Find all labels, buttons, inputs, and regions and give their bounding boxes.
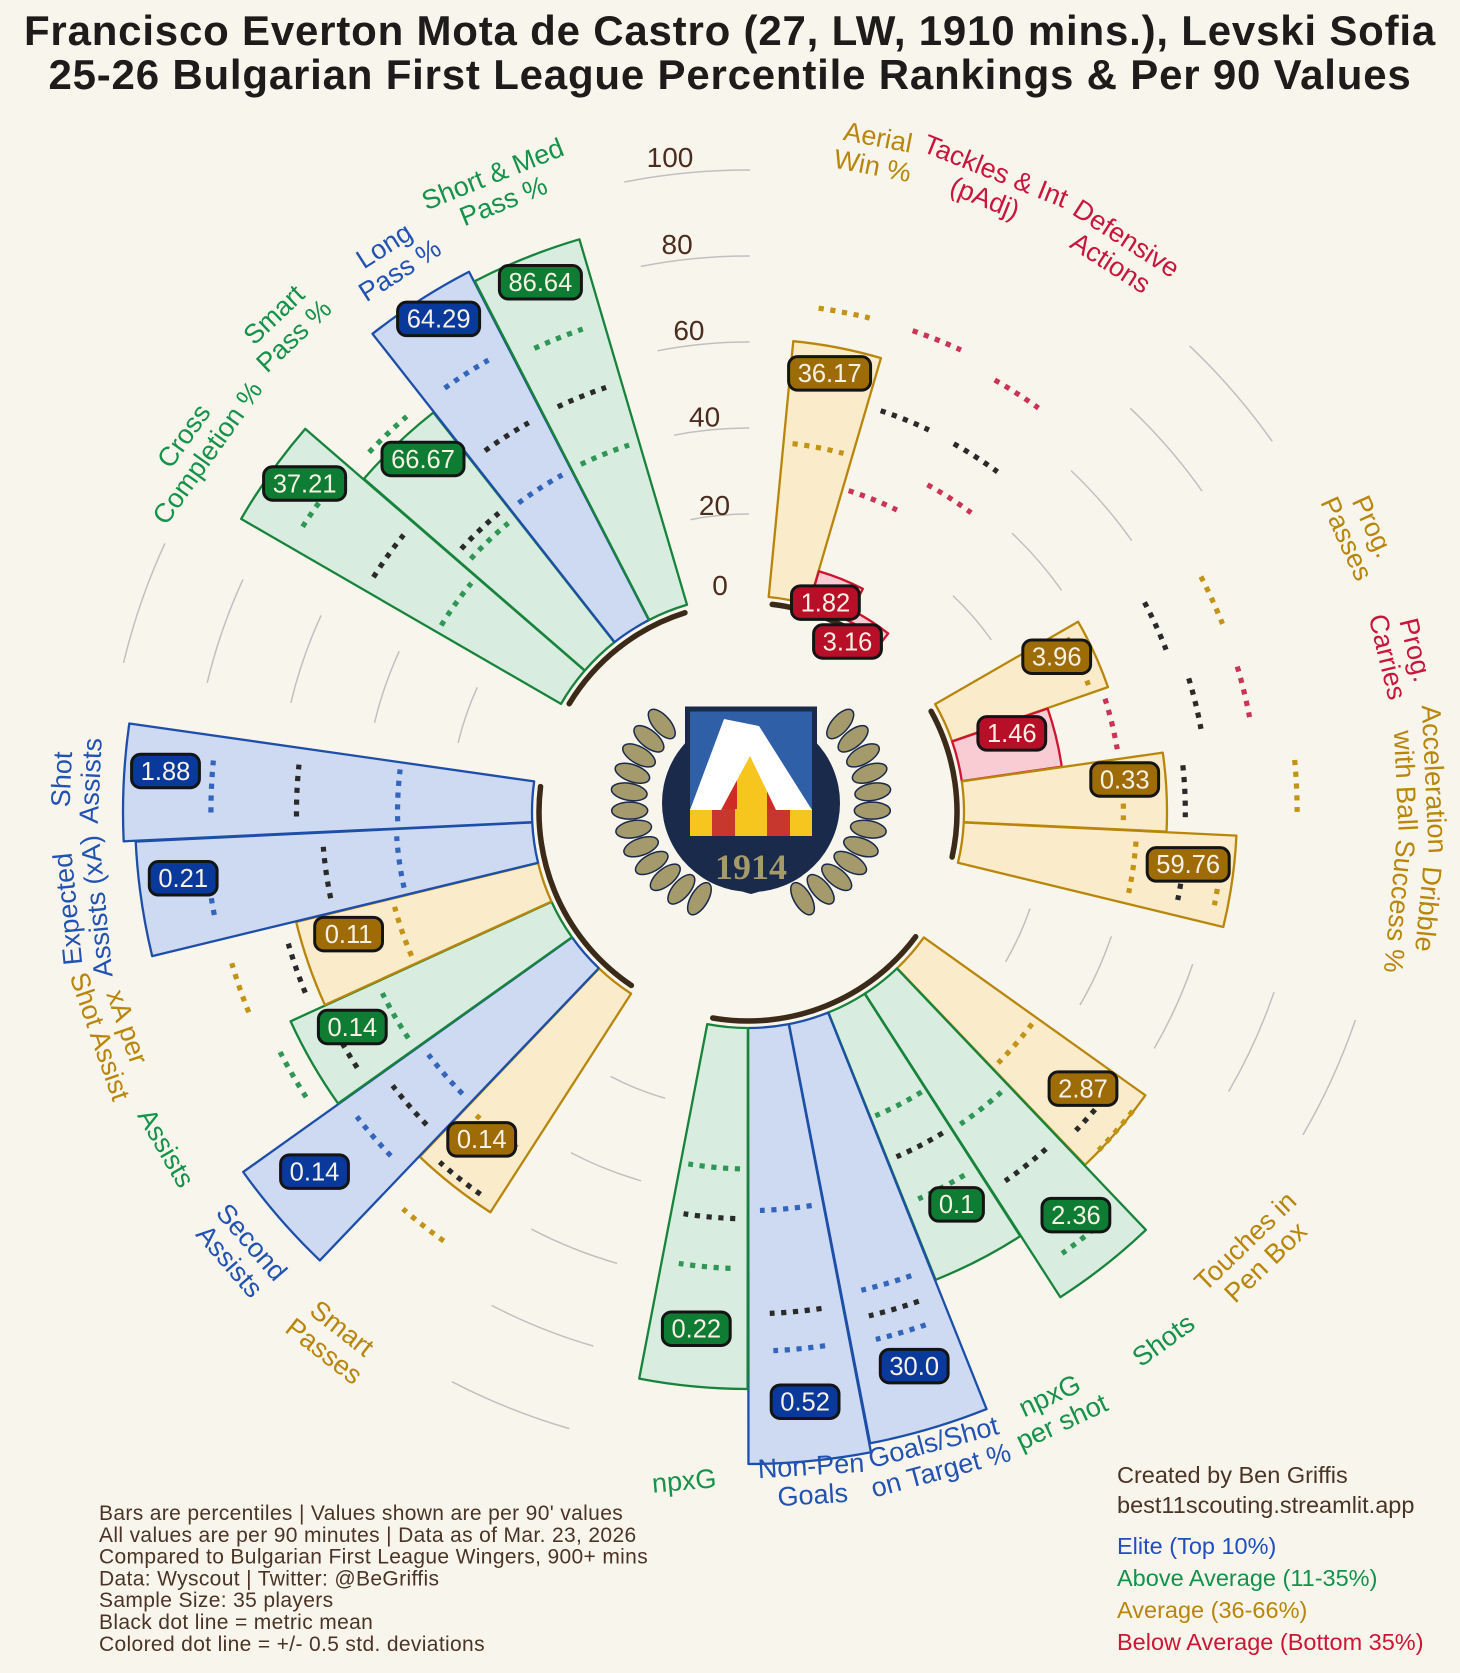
- svg-text:60: 60: [673, 315, 704, 346]
- svg-text:0.21: 0.21: [158, 865, 208, 893]
- svg-text:ShotAssists: ShotAssists: [45, 736, 108, 824]
- svg-text:1.46: 1.46: [987, 720, 1037, 748]
- svg-text:0.11: 0.11: [325, 921, 373, 949]
- svg-text:Average (36-66%): Average (36-66%): [1117, 1597, 1307, 1623]
- svg-text:0: 0: [712, 570, 728, 601]
- svg-text:66.67: 66.67: [391, 446, 455, 474]
- svg-text:86.64: 86.64: [508, 269, 572, 297]
- svg-text:Compared to Bulgarian First Le: Compared to Bulgarian First League Winge…: [99, 1546, 648, 1569]
- svg-text:30.0: 30.0: [889, 1353, 939, 1381]
- svg-text:Elite (Top 10%): Elite (Top 10%): [1117, 1533, 1276, 1559]
- svg-text:0.14: 0.14: [327, 1014, 377, 1042]
- svg-text:3.16: 3.16: [823, 628, 873, 656]
- svg-text:1914: 1914: [715, 847, 787, 887]
- svg-text:0.14: 0.14: [457, 1126, 507, 1154]
- svg-text:Colored dot line = +/- 0.5 std: Colored dot line = +/- 0.5 std. deviatio…: [99, 1633, 485, 1656]
- svg-text:Francisco Everton Mota de Cast: Francisco Everton Mota de Castro (27, LW…: [24, 7, 1436, 54]
- svg-text:DribbleSuccess %: DribbleSuccess %: [1378, 838, 1450, 977]
- svg-text:All values are per 90 minutes: All values are per 90 minutes | Data as …: [99, 1524, 637, 1547]
- svg-text:64.29: 64.29: [407, 306, 471, 334]
- svg-text:3.96: 3.96: [1032, 644, 1082, 672]
- svg-text:100: 100: [647, 142, 694, 173]
- svg-text:Below Average (Bottom 35%): Below Average (Bottom 35%): [1117, 1629, 1424, 1655]
- svg-text:2.36: 2.36: [1051, 1202, 1101, 1230]
- svg-text:0.14: 0.14: [290, 1158, 340, 1186]
- svg-text:59.76: 59.76: [1156, 851, 1220, 879]
- svg-text:0.1: 0.1: [939, 1191, 974, 1219]
- svg-text:2.87: 2.87: [1058, 1075, 1108, 1103]
- svg-text:best11scouting.streamlit.app: best11scouting.streamlit.app: [1117, 1492, 1414, 1518]
- svg-text:Accelerationwith Ball: Accelerationwith Ball: [1387, 704, 1453, 855]
- svg-text:25-26 Bulgarian First League P: 25-26 Bulgarian First League Percentile …: [48, 51, 1411, 98]
- svg-text:Black dot line = metric mean: Black dot line = metric mean: [99, 1611, 373, 1634]
- svg-text:20: 20: [699, 490, 730, 521]
- svg-text:Bars are percentiles | Values: Bars are percentiles | Values shown are …: [99, 1502, 623, 1525]
- svg-text:Data: Wyscout | Twitter: @BeGr: Data: Wyscout | Twitter: @BeGriffis: [99, 1567, 439, 1590]
- svg-text:npxG: npxG: [651, 1463, 718, 1499]
- svg-text:37.21: 37.21: [273, 470, 337, 498]
- svg-text:80: 80: [662, 229, 693, 260]
- svg-text:AerialWin %: AerialWin %: [831, 115, 919, 188]
- svg-text:0.33: 0.33: [1100, 766, 1150, 794]
- svg-text:40: 40: [689, 402, 720, 433]
- svg-text:0.52: 0.52: [780, 1389, 830, 1417]
- svg-text:Non-PenGoals: Non-PenGoals: [757, 1448, 867, 1513]
- svg-text:Created by Ben Griffis: Created by Ben Griffis: [1117, 1462, 1348, 1488]
- svg-text:ExpectedAssists (xA): ExpectedAssists (xA): [46, 834, 118, 982]
- svg-text:1.88: 1.88: [141, 758, 191, 786]
- svg-text:Above Average (11-35%): Above Average (11-35%): [1117, 1565, 1377, 1591]
- svg-text:Sample Size: 35 players: Sample Size: 35 players: [99, 1589, 334, 1612]
- svg-text:0.22: 0.22: [671, 1316, 721, 1344]
- svg-text:1.82: 1.82: [801, 589, 851, 617]
- svg-text:36.17: 36.17: [798, 360, 862, 388]
